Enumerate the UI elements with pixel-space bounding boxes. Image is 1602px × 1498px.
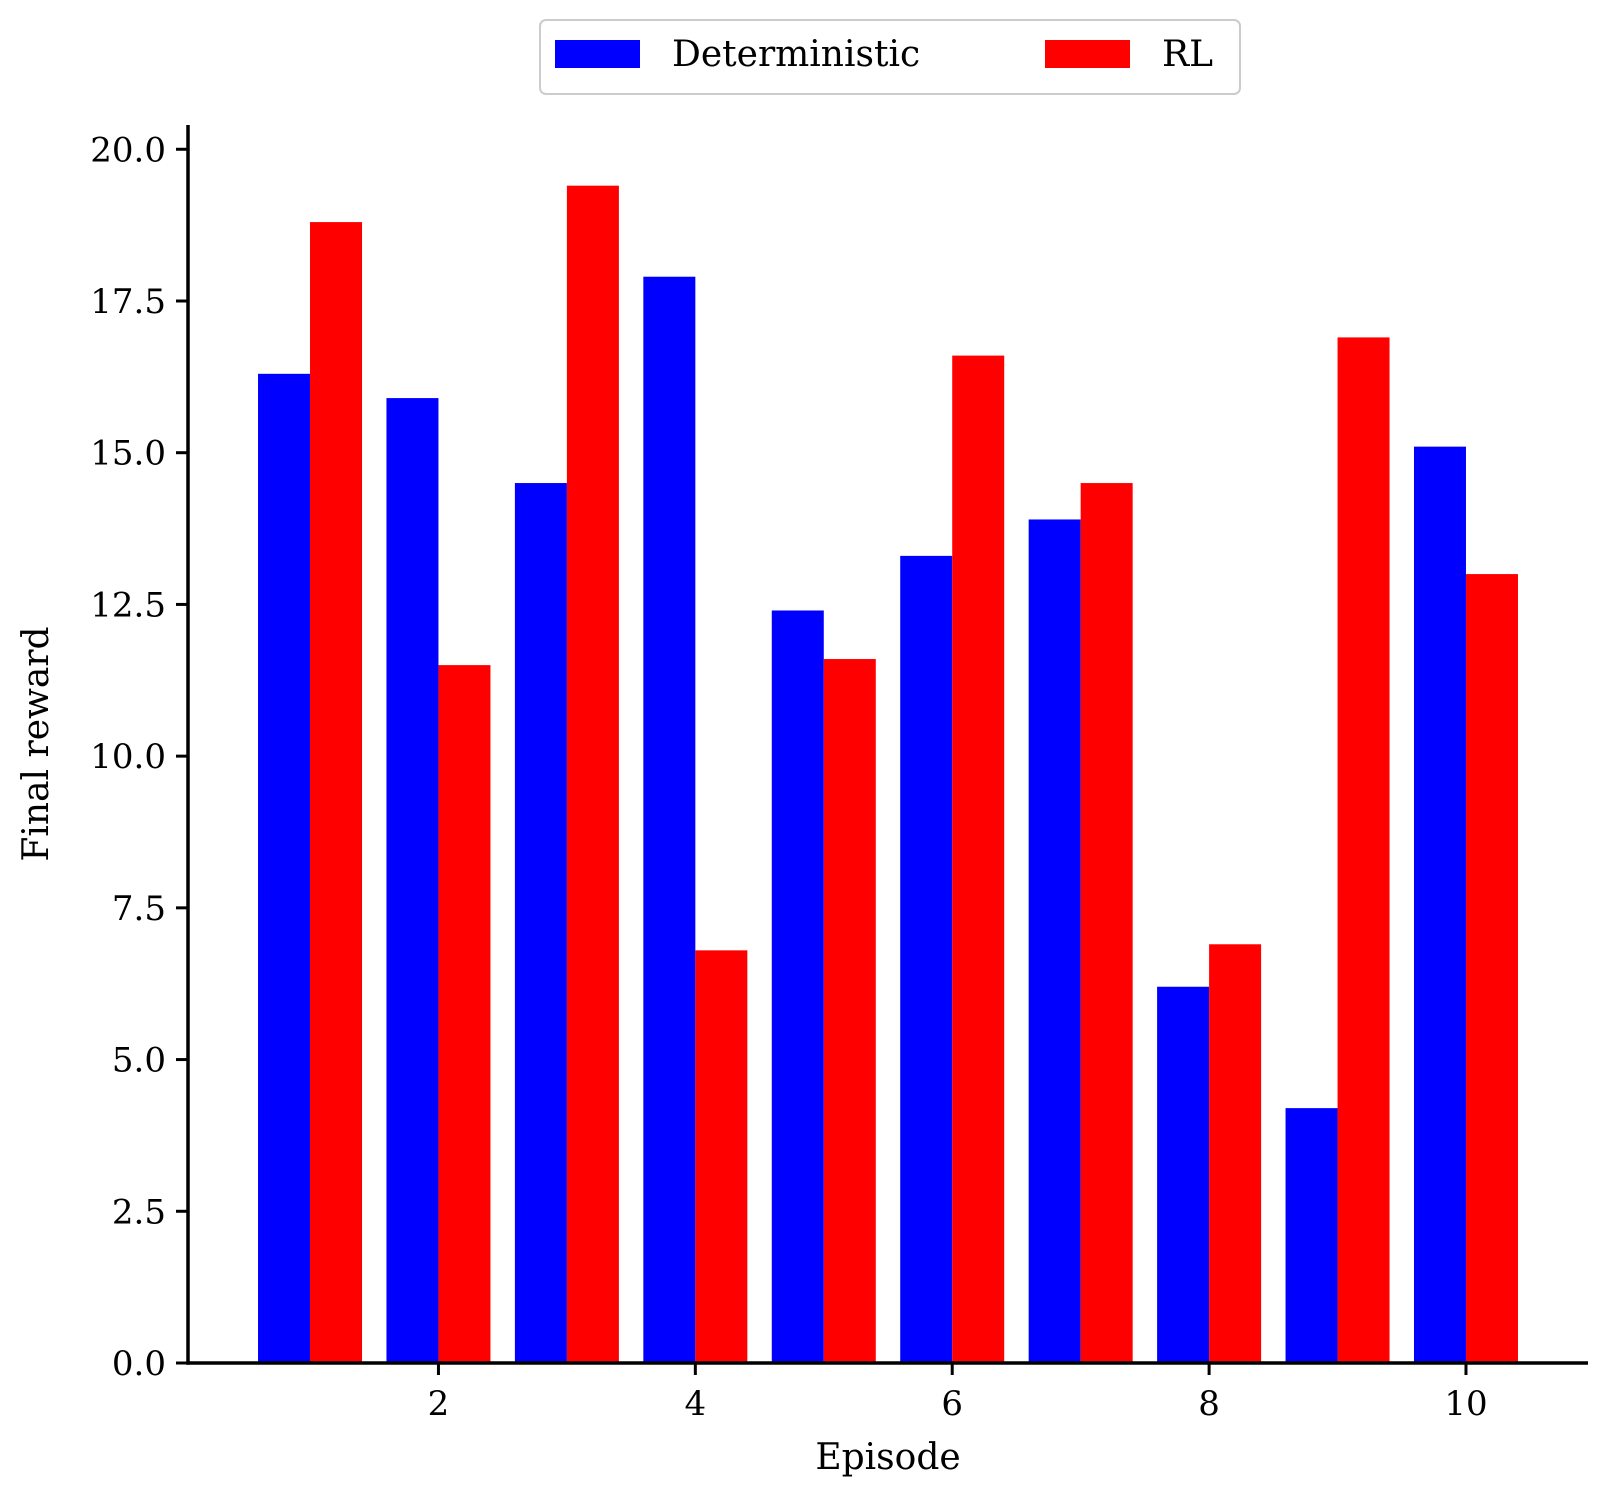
bars-layer [258,185,1518,1364]
bar-deterministic-3 [514,483,567,1363]
bar-deterministic-10 [1413,446,1466,1363]
y-tick-label: 20.0 [90,130,166,170]
bar-rl-4 [695,950,748,1363]
bar-rl-9 [1337,337,1390,1363]
bar-deterministic-5 [771,610,824,1363]
bar-rl-6 [952,355,1005,1363]
bar-deterministic-2 [386,398,439,1363]
bar-deterministic-4 [643,276,696,1363]
bar-deterministic-7 [1028,519,1081,1363]
legend-swatch-deterministic [555,40,640,68]
y-tick-label: 0.0 [112,1344,166,1384]
bar-deterministic-6 [900,555,953,1363]
legend-frame [539,19,1241,95]
bar-rl-1 [310,222,363,1364]
y-tick-label: 2.5 [112,1192,166,1232]
bar-rl-10 [1465,574,1518,1363]
x-tick-label: 2 [428,1384,450,1424]
bar-rl-7 [1080,483,1133,1363]
bar-rl-2 [438,665,491,1363]
bar-rl-5 [823,659,876,1363]
x-ticks: 2 4 6 8 10 [428,1363,1488,1424]
x-axis-title: Episode [815,1437,960,1478]
legend-swatch-rl [1045,40,1130,68]
y-tick-label: 10.0 [90,737,166,777]
bar-deterministic-1 [258,373,311,1363]
y-tick-label: 12.5 [90,585,166,625]
x-tick-label: 6 [941,1384,963,1424]
x-tick-label: 10 [1444,1384,1487,1424]
y-axis-title: Final reward [16,626,57,861]
bar-rl-3 [566,185,619,1363]
bar-rl-8 [1209,944,1262,1363]
legend: Deterministic RL [539,19,1241,95]
y-tick-label: 7.5 [112,889,166,929]
axes-layer [186,125,1588,1365]
bar-deterministic-8 [1157,986,1210,1363]
legend-label-deterministic: Deterministic [672,34,920,75]
x-tick-label: 8 [1198,1384,1220,1424]
y-ticks: 0.0 2.5 5.0 7.5 10.0 12.5 15.0 17.5 20.0 [90,130,188,1384]
bar-deterministic-9 [1285,1108,1338,1363]
legend-label-rl: RL [1162,34,1213,75]
x-tick-label: 4 [685,1384,707,1424]
y-tick-label: 15.0 [90,434,166,474]
y-tick-label: 17.5 [90,282,166,322]
y-tick-label: 5.0 [112,1041,166,1081]
